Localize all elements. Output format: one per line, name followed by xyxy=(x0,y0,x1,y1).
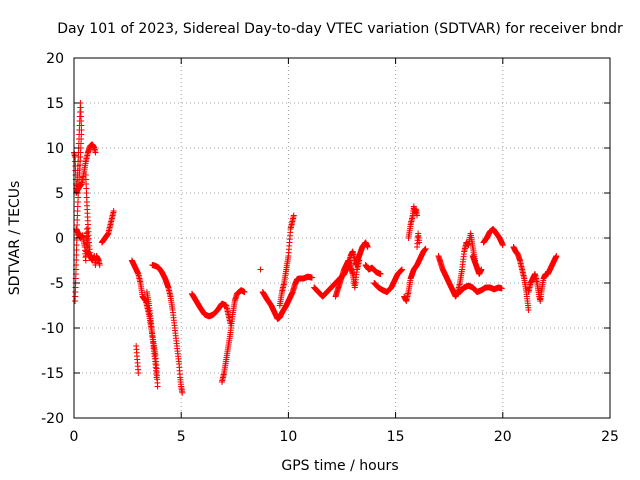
data-point xyxy=(364,244,371,250)
data-point xyxy=(414,212,421,219)
data-point xyxy=(241,289,248,295)
data-point xyxy=(154,383,161,390)
data-point xyxy=(499,242,506,249)
chart-title: Day 101 of 2023, Sidereal Day-to-day VTE… xyxy=(57,21,623,37)
data-point xyxy=(377,271,384,277)
data-point xyxy=(135,370,142,376)
y-tick-label: -10 xyxy=(41,321,64,337)
x-tick-label: 10 xyxy=(279,429,297,445)
data-point xyxy=(110,208,117,214)
data-point xyxy=(179,389,186,396)
y-tick-label: -15 xyxy=(41,366,64,382)
data-point xyxy=(356,257,363,264)
data-point xyxy=(498,285,505,292)
y-tick-label: 15 xyxy=(46,96,64,112)
data-point xyxy=(525,307,532,313)
data-point xyxy=(308,274,315,281)
data-series xyxy=(71,100,560,396)
y-tick-label: -20 xyxy=(41,411,64,427)
data-point xyxy=(72,298,79,304)
data-point xyxy=(87,253,94,259)
y-tick-label: -5 xyxy=(50,276,64,292)
data-point xyxy=(399,266,406,273)
data-point xyxy=(92,149,99,156)
data-point xyxy=(153,374,160,381)
data-point xyxy=(478,266,485,273)
y-tick-label: 10 xyxy=(46,141,64,157)
y-tick-label: 20 xyxy=(46,51,64,67)
x-tick-label: 0 xyxy=(70,429,79,445)
x-tick-label: 15 xyxy=(387,429,405,445)
data-point xyxy=(257,266,264,273)
y-tick-label: 5 xyxy=(55,186,64,202)
x-tick-label: 5 xyxy=(177,429,186,445)
data-point xyxy=(290,212,297,219)
axis-ticks: 0 5 10 15 20 25 -20 -15 -10 -5 0 5 10 15 20 xyxy=(41,51,619,445)
y-axis-label: SDTVAR / TECUs xyxy=(7,181,23,296)
data-point xyxy=(96,262,103,268)
x-axis-label: GPS time / hours xyxy=(281,458,398,474)
data-point xyxy=(416,239,423,246)
y-tick-label: 0 xyxy=(55,231,64,247)
x-tick-label: 20 xyxy=(494,429,512,445)
data-point xyxy=(422,245,429,252)
data-point xyxy=(553,253,560,259)
x-tick-label: 25 xyxy=(601,429,619,445)
